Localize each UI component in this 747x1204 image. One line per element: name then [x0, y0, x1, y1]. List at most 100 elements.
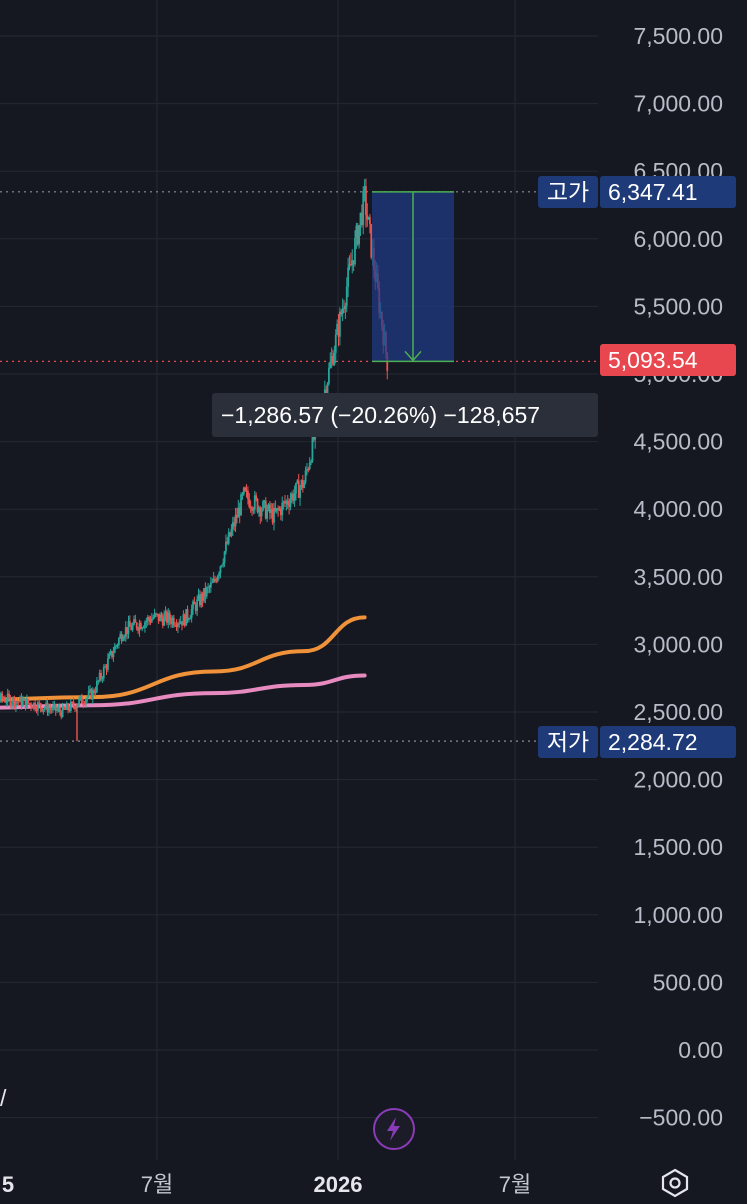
candle-body — [172, 617, 175, 626]
candle-body — [53, 703, 56, 706]
candle-body — [345, 286, 348, 306]
candle-body — [216, 575, 219, 582]
candle-body — [90, 689, 93, 700]
candle-body — [98, 672, 101, 681]
y-tick-label: 4,500.00 — [633, 429, 723, 455]
candle-body — [299, 487, 301, 498]
measure-tool — [372, 191, 454, 363]
candle-body — [74, 706, 76, 710]
candle-body — [175, 625, 178, 627]
candle-body — [76, 704, 79, 707]
candle-body — [35, 709, 38, 711]
candle-body — [167, 612, 170, 623]
candle-body — [141, 627, 144, 630]
candle-body — [111, 650, 113, 658]
candle-body — [43, 707, 46, 710]
candle-body — [27, 698, 30, 704]
candle-body — [152, 617, 155, 619]
candle-body — [230, 529, 233, 536]
candle-body — [117, 638, 120, 645]
candle-body — [13, 697, 16, 707]
candle-body — [303, 482, 306, 488]
candle-body — [42, 709, 45, 712]
candle-body — [34, 702, 37, 710]
last-price-badge: 5,093.54 — [600, 344, 736, 376]
candle-body — [225, 541, 227, 552]
candle-body — [49, 708, 52, 710]
candle-body — [15, 701, 17, 707]
candle-body — [64, 709, 67, 711]
candle-body — [86, 696, 89, 700]
candle-body — [83, 703, 86, 705]
candle-body — [341, 308, 344, 315]
candle-body — [354, 237, 356, 265]
candle-body — [139, 623, 142, 630]
candle-body — [284, 501, 286, 504]
candle-body — [281, 502, 284, 516]
candle-body — [161, 618, 164, 626]
candle-body — [205, 587, 208, 597]
measurement-label: −1,286.57 (−20.26%) −128,657 — [212, 393, 598, 437]
candle-body — [240, 494, 242, 516]
candle-body — [312, 435, 315, 440]
candle-body — [279, 508, 282, 516]
candle-body — [10, 703, 13, 706]
candle-body — [326, 383, 329, 396]
candle-body — [108, 654, 111, 659]
candle-body — [144, 622, 146, 628]
candle-body — [177, 623, 179, 627]
candle-body — [236, 514, 238, 518]
candle-body — [122, 638, 124, 641]
candle-body — [0, 693, 2, 701]
y-tick-label: 0.00 — [678, 1037, 723, 1063]
lightning-bolt-button[interactable] — [373, 1108, 415, 1150]
candle-body — [214, 578, 216, 581]
candle-body — [16, 701, 19, 703]
candle-body — [300, 480, 303, 488]
candle-body — [328, 367, 330, 384]
candle-body — [127, 621, 130, 634]
candles — [0, 178, 389, 742]
candle-body — [166, 611, 168, 623]
candle-body — [329, 361, 332, 368]
candle-body — [264, 500, 267, 519]
candle-body — [304, 470, 307, 483]
candle-body — [115, 645, 118, 647]
candle-body — [39, 703, 42, 708]
candle-body — [150, 618, 153, 623]
hexagon-settings-icon — [661, 1168, 689, 1198]
candle-body — [308, 462, 311, 470]
candle-body — [359, 212, 362, 225]
candle-body — [60, 711, 63, 717]
candle-body — [67, 703, 69, 710]
candle-body — [256, 498, 259, 513]
candle-body — [241, 494, 244, 496]
candle-body — [8, 693, 10, 697]
candle-body — [4, 699, 6, 703]
candle-body — [109, 650, 112, 655]
candle-body — [138, 623, 141, 631]
candle-body — [149, 619, 152, 623]
candle-body — [204, 588, 207, 597]
candle-body — [182, 614, 185, 626]
y-tick-label: 4,000.00 — [633, 496, 723, 522]
candle-body — [130, 626, 133, 631]
candle-body — [251, 507, 253, 511]
candle-body — [369, 216, 371, 225]
x-axis: 5 7월 2026 7월 — [2, 1172, 531, 1197]
candle-body — [58, 707, 61, 712]
candle-body — [285, 500, 288, 504]
candle-body — [30, 703, 32, 707]
candle-body — [85, 699, 87, 705]
y-tick-label: 3,000.00 — [633, 631, 723, 657]
settings-button[interactable] — [659, 1167, 691, 1199]
candle-body — [363, 186, 366, 191]
candle-body — [336, 323, 339, 335]
candle-body — [56, 709, 59, 711]
candle-body — [267, 504, 270, 510]
low-label-badge: 저가 — [538, 726, 598, 758]
candle-body — [366, 215, 369, 220]
candle-body — [123, 636, 126, 639]
candle-body — [295, 482, 297, 494]
candle-body — [179, 621, 182, 624]
